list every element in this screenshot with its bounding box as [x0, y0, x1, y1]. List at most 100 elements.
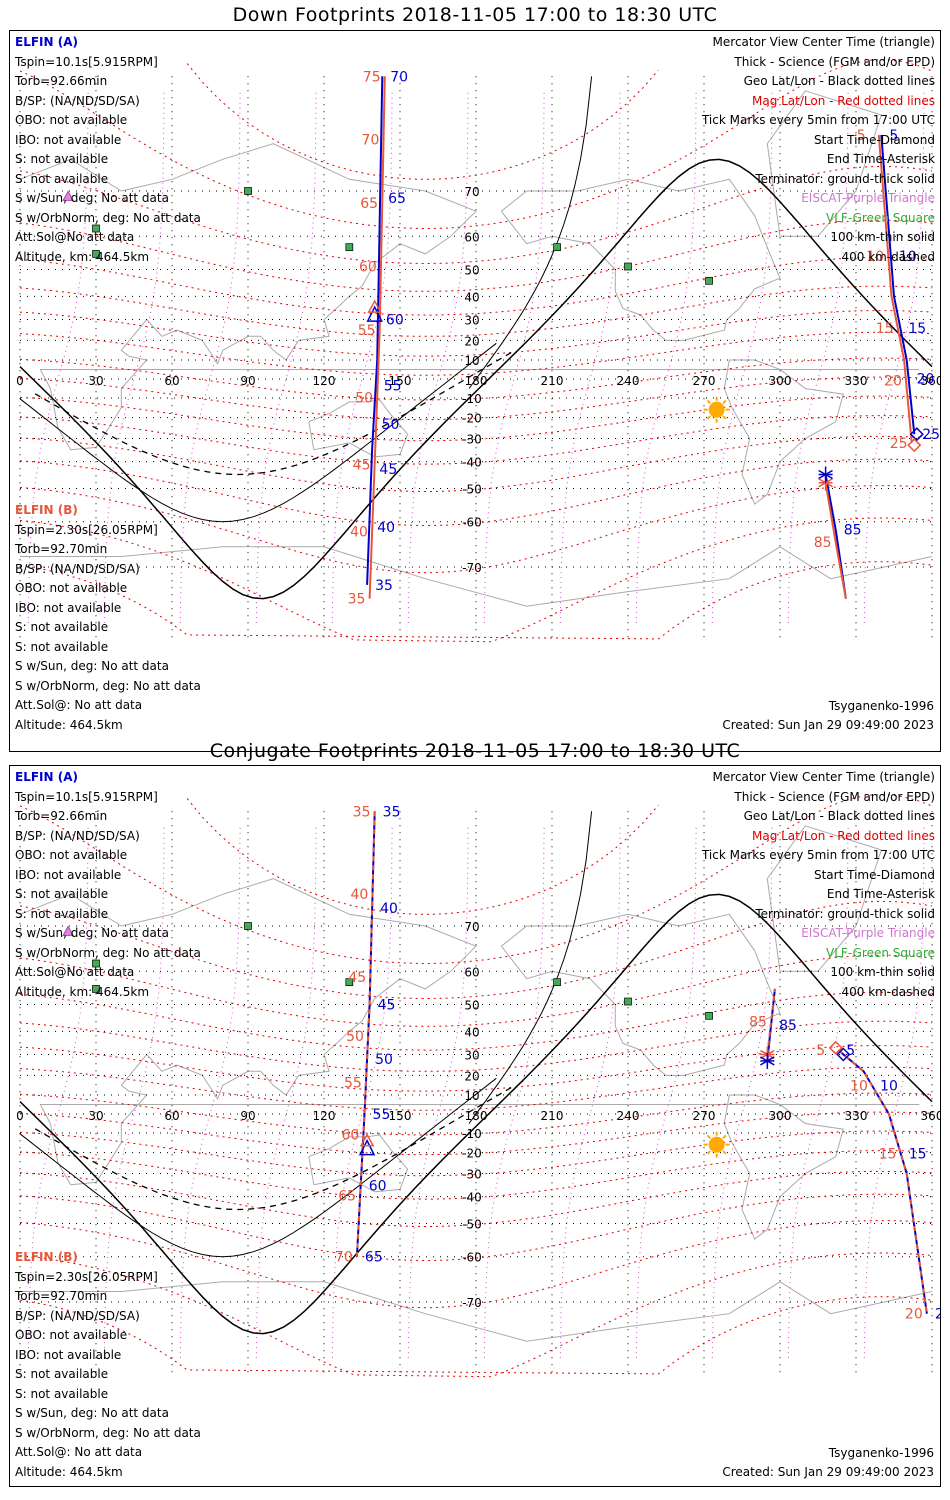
sun-ray — [706, 1134, 712, 1140]
elfin-b-title: ELFIN (B) — [15, 1250, 78, 1264]
elfin-a-line: OBO: not available — [15, 848, 128, 862]
created-timestamp: Created: Sun Jan 29 09:49:00 2023 — [722, 718, 934, 732]
elfin-b-tick-label: 5 — [857, 128, 866, 144]
elfin-b-tick-label: 15 — [876, 321, 894, 337]
sun-icon — [708, 401, 725, 418]
mag-meridian — [331, 825, 393, 1359]
elfin-b-track — [824, 482, 847, 599]
down-footprints-map: 0 30 60 90 120 150 180 210 240 270 300 330 360 70 60 50… — [16, 59, 940, 643]
coastline — [500, 178, 781, 341]
legend-item: Geo Lat/Lon - Black dotted lines — [743, 809, 935, 823]
y-tick-label: 50 — [464, 998, 479, 1012]
y-tick-label: -70 — [462, 561, 482, 575]
x-tick-label: 150 — [389, 1109, 412, 1123]
elfin-a-title: ELFIN (A) — [15, 35, 78, 49]
elfin-b-tick-label: 10 — [866, 249, 884, 265]
eiscat-site — [62, 190, 74, 201]
y-tick-label: 20 — [464, 334, 479, 348]
center-time-triangle-b — [367, 299, 382, 313]
x-tick-label: 60 — [164, 374, 179, 388]
mag-parallel — [19, 165, 933, 265]
elfin-b-line: Att.Sol@: No att data — [15, 1445, 143, 1459]
elfin-a-tick-label: 5 — [889, 128, 898, 144]
elfin-b-tick-label: 55 — [344, 1076, 362, 1092]
elfin-b-line: Tspin=2.30s[26.05RPM] — [15, 1269, 158, 1284]
elfin-a-line: IBO: not available — [15, 867, 122, 882]
conjugate-footprints-panel: 0 30 60 90 120 150 180 210 240 270 300 330 360 70 60 50… — [9, 765, 941, 1487]
altitude-b: Altitude: 464.5km — [15, 1465, 123, 1479]
legend-item: 100 km-thin solid — [830, 965, 935, 979]
elfin-a-line: B/SP: (NA/ND/SD/SA) — [15, 93, 140, 108]
x-tick-label: 90 — [240, 1109, 255, 1123]
y-tick-label: 70 — [464, 920, 479, 934]
x-tick-label: 300 — [769, 374, 792, 388]
elfin-b-track — [837, 1049, 928, 1314]
elfin-b-tick-label: 45 — [353, 457, 371, 473]
elfin-b-tick-label: 25 — [890, 436, 908, 452]
y-tick-label: -60 — [462, 516, 482, 530]
elfin-a-tick-label: 15 — [908, 321, 926, 337]
elfin-a-line: S: not available — [15, 152, 109, 166]
terminator-100km — [19, 1077, 497, 1258]
coastline — [19, 878, 920, 1186]
elfin-b-line: OBO: not available — [15, 1328, 128, 1342]
elfin-b-info: ELFIN (B) Tspin=2.30s[26.05RPM] Torb=92.… — [15, 501, 201, 716]
elfin-b-line: Torb=92.70min — [15, 1289, 108, 1303]
terminator-100km — [19, 342, 497, 523]
elfin-b-tick-label: 45 — [348, 970, 366, 986]
elfin-a-line: OBO: not available — [15, 113, 128, 127]
panel-2-title: Conjugate Footprints 2018-11-05 17:00 to… — [209, 740, 741, 762]
elfin-a-tick-label: 5 — [846, 1043, 855, 1059]
elfin-a-tick-label: 55 — [373, 1107, 391, 1123]
y-tick-label: -10 — [462, 1127, 482, 1141]
y-tick-label: 30 — [464, 313, 479, 327]
mag-meridian — [635, 90, 697, 624]
sun-ray — [722, 1134, 727, 1140]
mag-meridian — [103, 90, 165, 624]
elfin-b-track — [368, 76, 386, 599]
elfin-b-line: OBO: not available — [15, 581, 128, 595]
mag-parallel — [19, 900, 933, 1000]
y-tick-label: -50 — [462, 1218, 482, 1232]
created-timestamp: Created: Sun Jan 29 09:49:00 2023 — [722, 1465, 934, 1479]
mag-meridian — [559, 90, 621, 624]
sun-icon — [708, 1136, 725, 1153]
vlf-station — [244, 187, 252, 195]
legend-item: Mag Lat/Lon - Red dotted lines — [751, 93, 935, 108]
legend-item: Start Time-Diamond — [813, 867, 935, 882]
conjugate-footprints-map: 0 30 60 90 120 150 180 210 240 270 300 330 360 70 60 50… — [16, 794, 940, 1378]
vlf-station — [92, 250, 100, 258]
terminator-ground — [19, 158, 933, 600]
y-tick-label: -40 — [462, 1191, 482, 1205]
sun-ray — [722, 399, 727, 405]
coastline — [500, 913, 781, 1076]
terminator-400km — [34, 1086, 512, 1211]
legend-item: Tick Marks every 5min from 17:00 UTC — [701, 113, 935, 127]
legend: Mercator View Center Time (triangle) Thi… — [702, 768, 935, 1002]
elfin-b-line: Torb=92.70min — [15, 542, 108, 556]
mag-parallel — [19, 256, 933, 316]
x-tick-label: 270 — [693, 374, 716, 388]
elfin-b-track — [766, 988, 776, 1055]
legend-item: 400 km-dashed — [841, 249, 935, 264]
elfin-a-tick-label: 35 — [383, 804, 401, 820]
mag-meridian — [27, 90, 89, 624]
model-name: Tsyganenko-1996 — [828, 699, 934, 713]
mag-parallel — [19, 954, 933, 1027]
vlf-station — [705, 276, 713, 285]
elfin-a-line: B/SP: (NA/ND/SD/SA) — [15, 828, 140, 843]
vlf-station — [345, 978, 354, 987]
elfin-a-line: Tspin=10.1s[5.915RPM] — [15, 54, 158, 69]
center-time-triangle-b — [359, 1133, 375, 1147]
vlf-station — [92, 959, 100, 968]
mag-meridian — [863, 825, 925, 1359]
elfin-a-tick-label: 20 — [917, 372, 935, 388]
x-tick-label: 90 — [240, 374, 255, 388]
elfin-a-line: Altitude, km: 464.5km — [15, 984, 150, 999]
mag-parallel — [186, 798, 659, 915]
legend-item: Thick - Science (FGM and/or EPD) — [734, 789, 935, 804]
y-tick-label: -10 — [462, 392, 482, 406]
coastline — [308, 399, 409, 458]
legend-item: 100 km-thin solid — [830, 230, 935, 244]
y-tick-label: 70 — [464, 185, 479, 199]
